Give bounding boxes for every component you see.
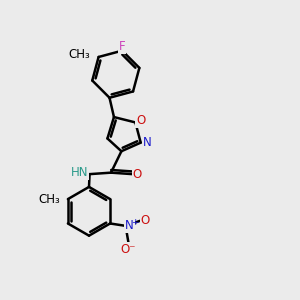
Text: O⁻: O⁻ (121, 242, 136, 256)
Text: CH₃: CH₃ (39, 193, 61, 206)
Text: +: + (131, 218, 138, 227)
Text: CH₃: CH₃ (68, 47, 90, 61)
Text: F: F (119, 40, 125, 53)
Text: O: O (133, 168, 142, 181)
Text: N: N (125, 219, 134, 232)
Text: O: O (141, 214, 150, 227)
Text: N: N (143, 136, 152, 149)
Text: HN: HN (70, 166, 88, 179)
Text: O: O (136, 114, 145, 128)
